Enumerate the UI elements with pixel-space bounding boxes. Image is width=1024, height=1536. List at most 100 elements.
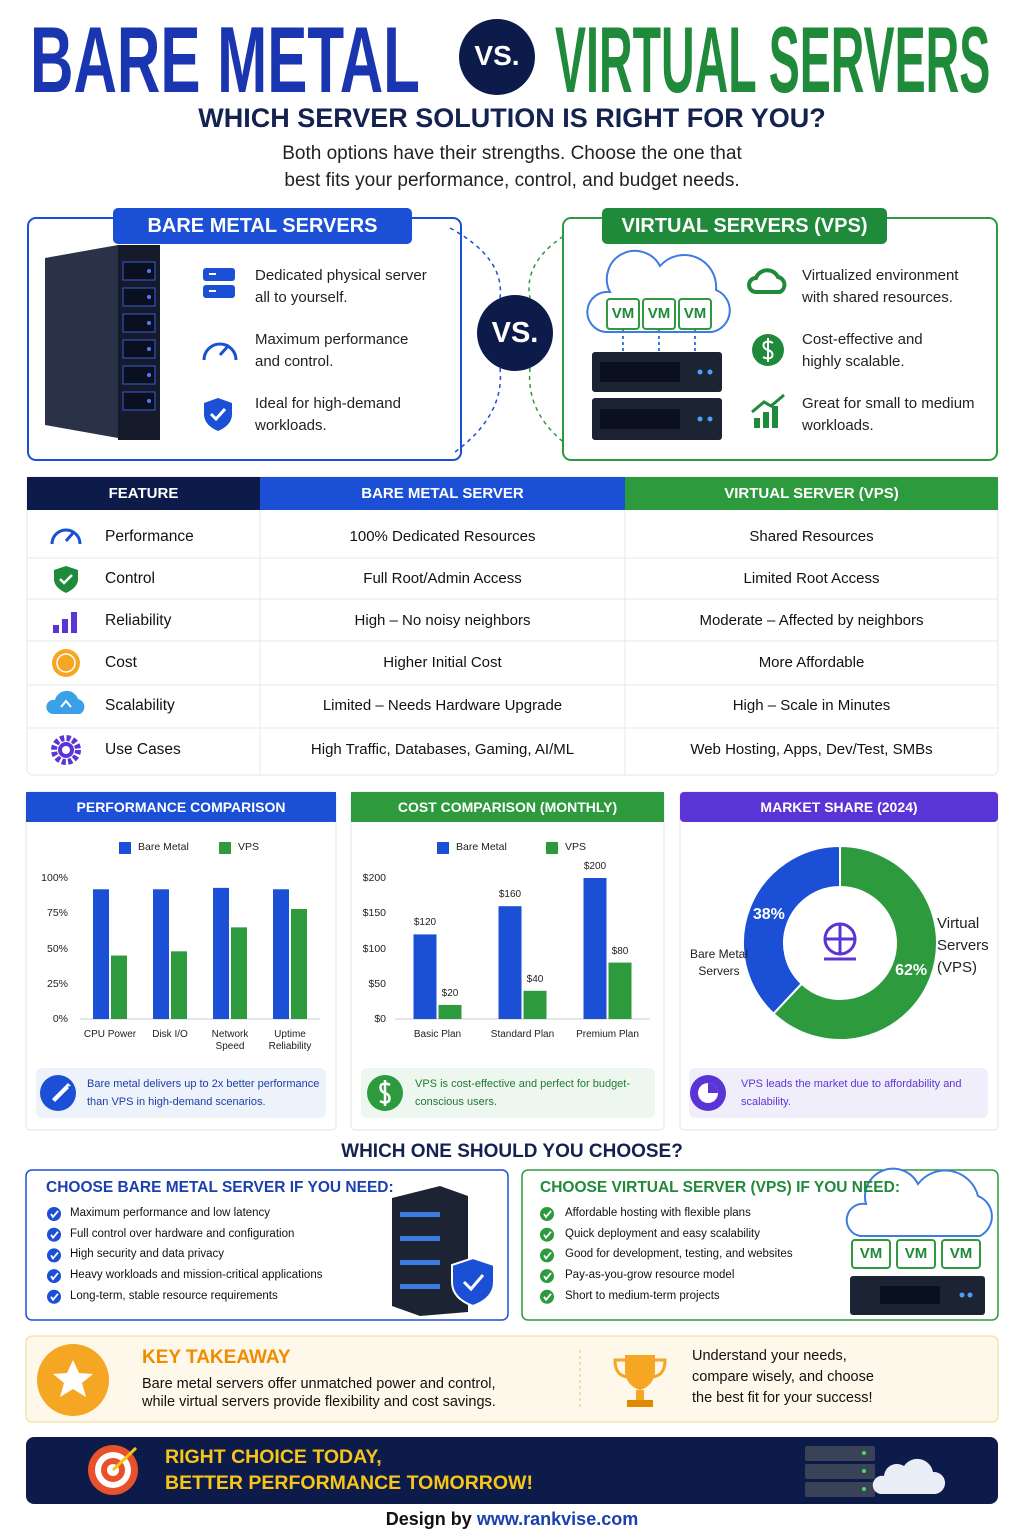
x-tick-label: Basic Plan (413, 1029, 462, 1040)
value-label: $80 (611, 945, 629, 957)
bar (498, 906, 522, 1019)
title-right: VIRTUAL SERVERS (555, 7, 991, 112)
table-cell: Limited – Needs Hardware Upgrade (322, 697, 563, 714)
bar (171, 951, 187, 1019)
legend-label: VPS (565, 841, 587, 853)
feature-text: with shared resources. (802, 289, 953, 306)
value-label: $160 (498, 889, 522, 901)
x-tick-label: Network Speed (211, 1029, 249, 1052)
feature-text: Dedicated physical server (255, 267, 427, 284)
value-label: $40 (526, 973, 544, 985)
bar (291, 909, 307, 1019)
check-icon (50, 1210, 59, 1219)
table-cell: 100% Dedicated Resources (349, 528, 536, 545)
chart-note: VPS leads the market due to affordabilit… (741, 1078, 962, 1108)
x-tick-label: Disk I/O (152, 1029, 188, 1040)
chart-title: MARKET SHARE (2024) (760, 799, 918, 815)
check-icon (543, 1272, 552, 1281)
takeaway-text: Bare metal servers offer unmatched power… (142, 1376, 496, 1392)
table-cell: Higher Initial Cost (383, 654, 502, 671)
box-title: VIRTUAL SERVERS (VPS) (621, 215, 868, 237)
bar (93, 889, 109, 1019)
title-left: BARE METAL (30, 7, 420, 112)
table-cell: High – No noisy neighbors (354, 612, 531, 629)
table-cell: Full Root/Admin Access (363, 570, 522, 587)
bar (438, 1004, 462, 1019)
choose-item: Quick deployment and easy scalability (565, 1227, 760, 1240)
table-cell: Web Hosting, Apps, Dev/Test, SMBs (690, 741, 933, 758)
choose-item: Full control over hardware and configura… (70, 1227, 295, 1240)
legend-swatch (546, 842, 558, 854)
choose-item: Heavy workloads and mission-critical app… (70, 1269, 323, 1282)
choose-item: Long-term, stable resource requirements (70, 1289, 278, 1302)
y-tick-label: 100% (41, 872, 68, 884)
check-icon (543, 1231, 552, 1240)
value-label: $20 (441, 987, 459, 999)
check-icon (543, 1210, 552, 1219)
y-tick-label: $0 (374, 1013, 386, 1025)
table-cell: High – Scale in Minutes (732, 697, 891, 714)
bar (523, 990, 547, 1019)
choose-item: High security and data privacy (70, 1248, 225, 1261)
chart-note: Bare metal delivers up to 2x better perf… (87, 1078, 320, 1108)
legend-swatch (119, 842, 131, 854)
choose-item: Maximum performance and low latency (70, 1207, 271, 1219)
y-tick-label: 75% (46, 907, 68, 920)
pie-slice (742, 844, 841, 1016)
check-icon (543, 1293, 552, 1302)
check-icon (540, 1269, 554, 1284)
vm-label: VM (859, 1245, 883, 1262)
feature-text: Ideal for high-demand (255, 395, 401, 412)
check-icon (50, 1272, 59, 1281)
bar (608, 962, 632, 1019)
check-icon (47, 1269, 61, 1284)
check-icon (50, 1251, 59, 1260)
footer-label: Design by (385, 1509, 472, 1529)
feature-text: all to yourself. (255, 289, 348, 306)
subtitle: WHICH SERVER SOLUTION IS RIGHT FOR YOU? (198, 103, 826, 133)
vm-label: VM (611, 305, 635, 322)
pie-label: Bare Metal Servers (689, 947, 749, 979)
box-title: BARE METAL SERVERS (147, 215, 378, 237)
check-icon (540, 1248, 554, 1263)
legend-label: Bare Metal (138, 841, 189, 853)
value-label: $200 (583, 861, 607, 872)
check-icon (47, 1227, 61, 1242)
vm-label: VM (904, 1245, 928, 1262)
globe-icon (824, 924, 856, 961)
table-header: BARE METAL SERVER (361, 485, 524, 502)
x-tick-label: CPU Power (83, 1029, 137, 1040)
feature-text: workloads. (802, 417, 874, 434)
check-icon (540, 1289, 554, 1304)
y-tick-label: $100 (362, 942, 386, 955)
row-label: Use Cases (105, 741, 181, 758)
feature-text: Maximum performance (255, 331, 409, 348)
intro-line: Both options have their strengths. Choos… (282, 143, 742, 164)
row-label: Control (105, 570, 155, 587)
footer-url[interactable]: www.rankvise.com (476, 1509, 639, 1529)
feature-text: Great for small to medium (802, 395, 975, 412)
bar (213, 887, 229, 1019)
bar (231, 927, 247, 1019)
intro-line: best fits your performance, control, and… (284, 170, 740, 191)
takeaway-title: KEY TAKEAWAY (142, 1347, 291, 1368)
choose-item: Pay-as-you-grow resource model (565, 1269, 735, 1282)
choose-item: Affordable hosting with flexible plans (565, 1207, 751, 1219)
vs-badge: VS. (491, 317, 539, 349)
vm-label: VM (647, 305, 671, 322)
value-label: 62% (895, 962, 928, 980)
chart-title: COST COMPARISON (MONTHLY) (397, 799, 618, 815)
check-icon (540, 1207, 554, 1221)
vm-label: VM (949, 1245, 973, 1262)
check-icon (50, 1231, 59, 1240)
row-label: Reliability (105, 612, 172, 629)
advice-text: the best fit for your success! (692, 1390, 873, 1406)
bar (273, 889, 289, 1019)
table-cell: Limited Root Access (743, 570, 880, 587)
check-icon (47, 1248, 61, 1263)
x-tick-label: Standard Plan (490, 1029, 555, 1040)
bar (153, 889, 169, 1019)
